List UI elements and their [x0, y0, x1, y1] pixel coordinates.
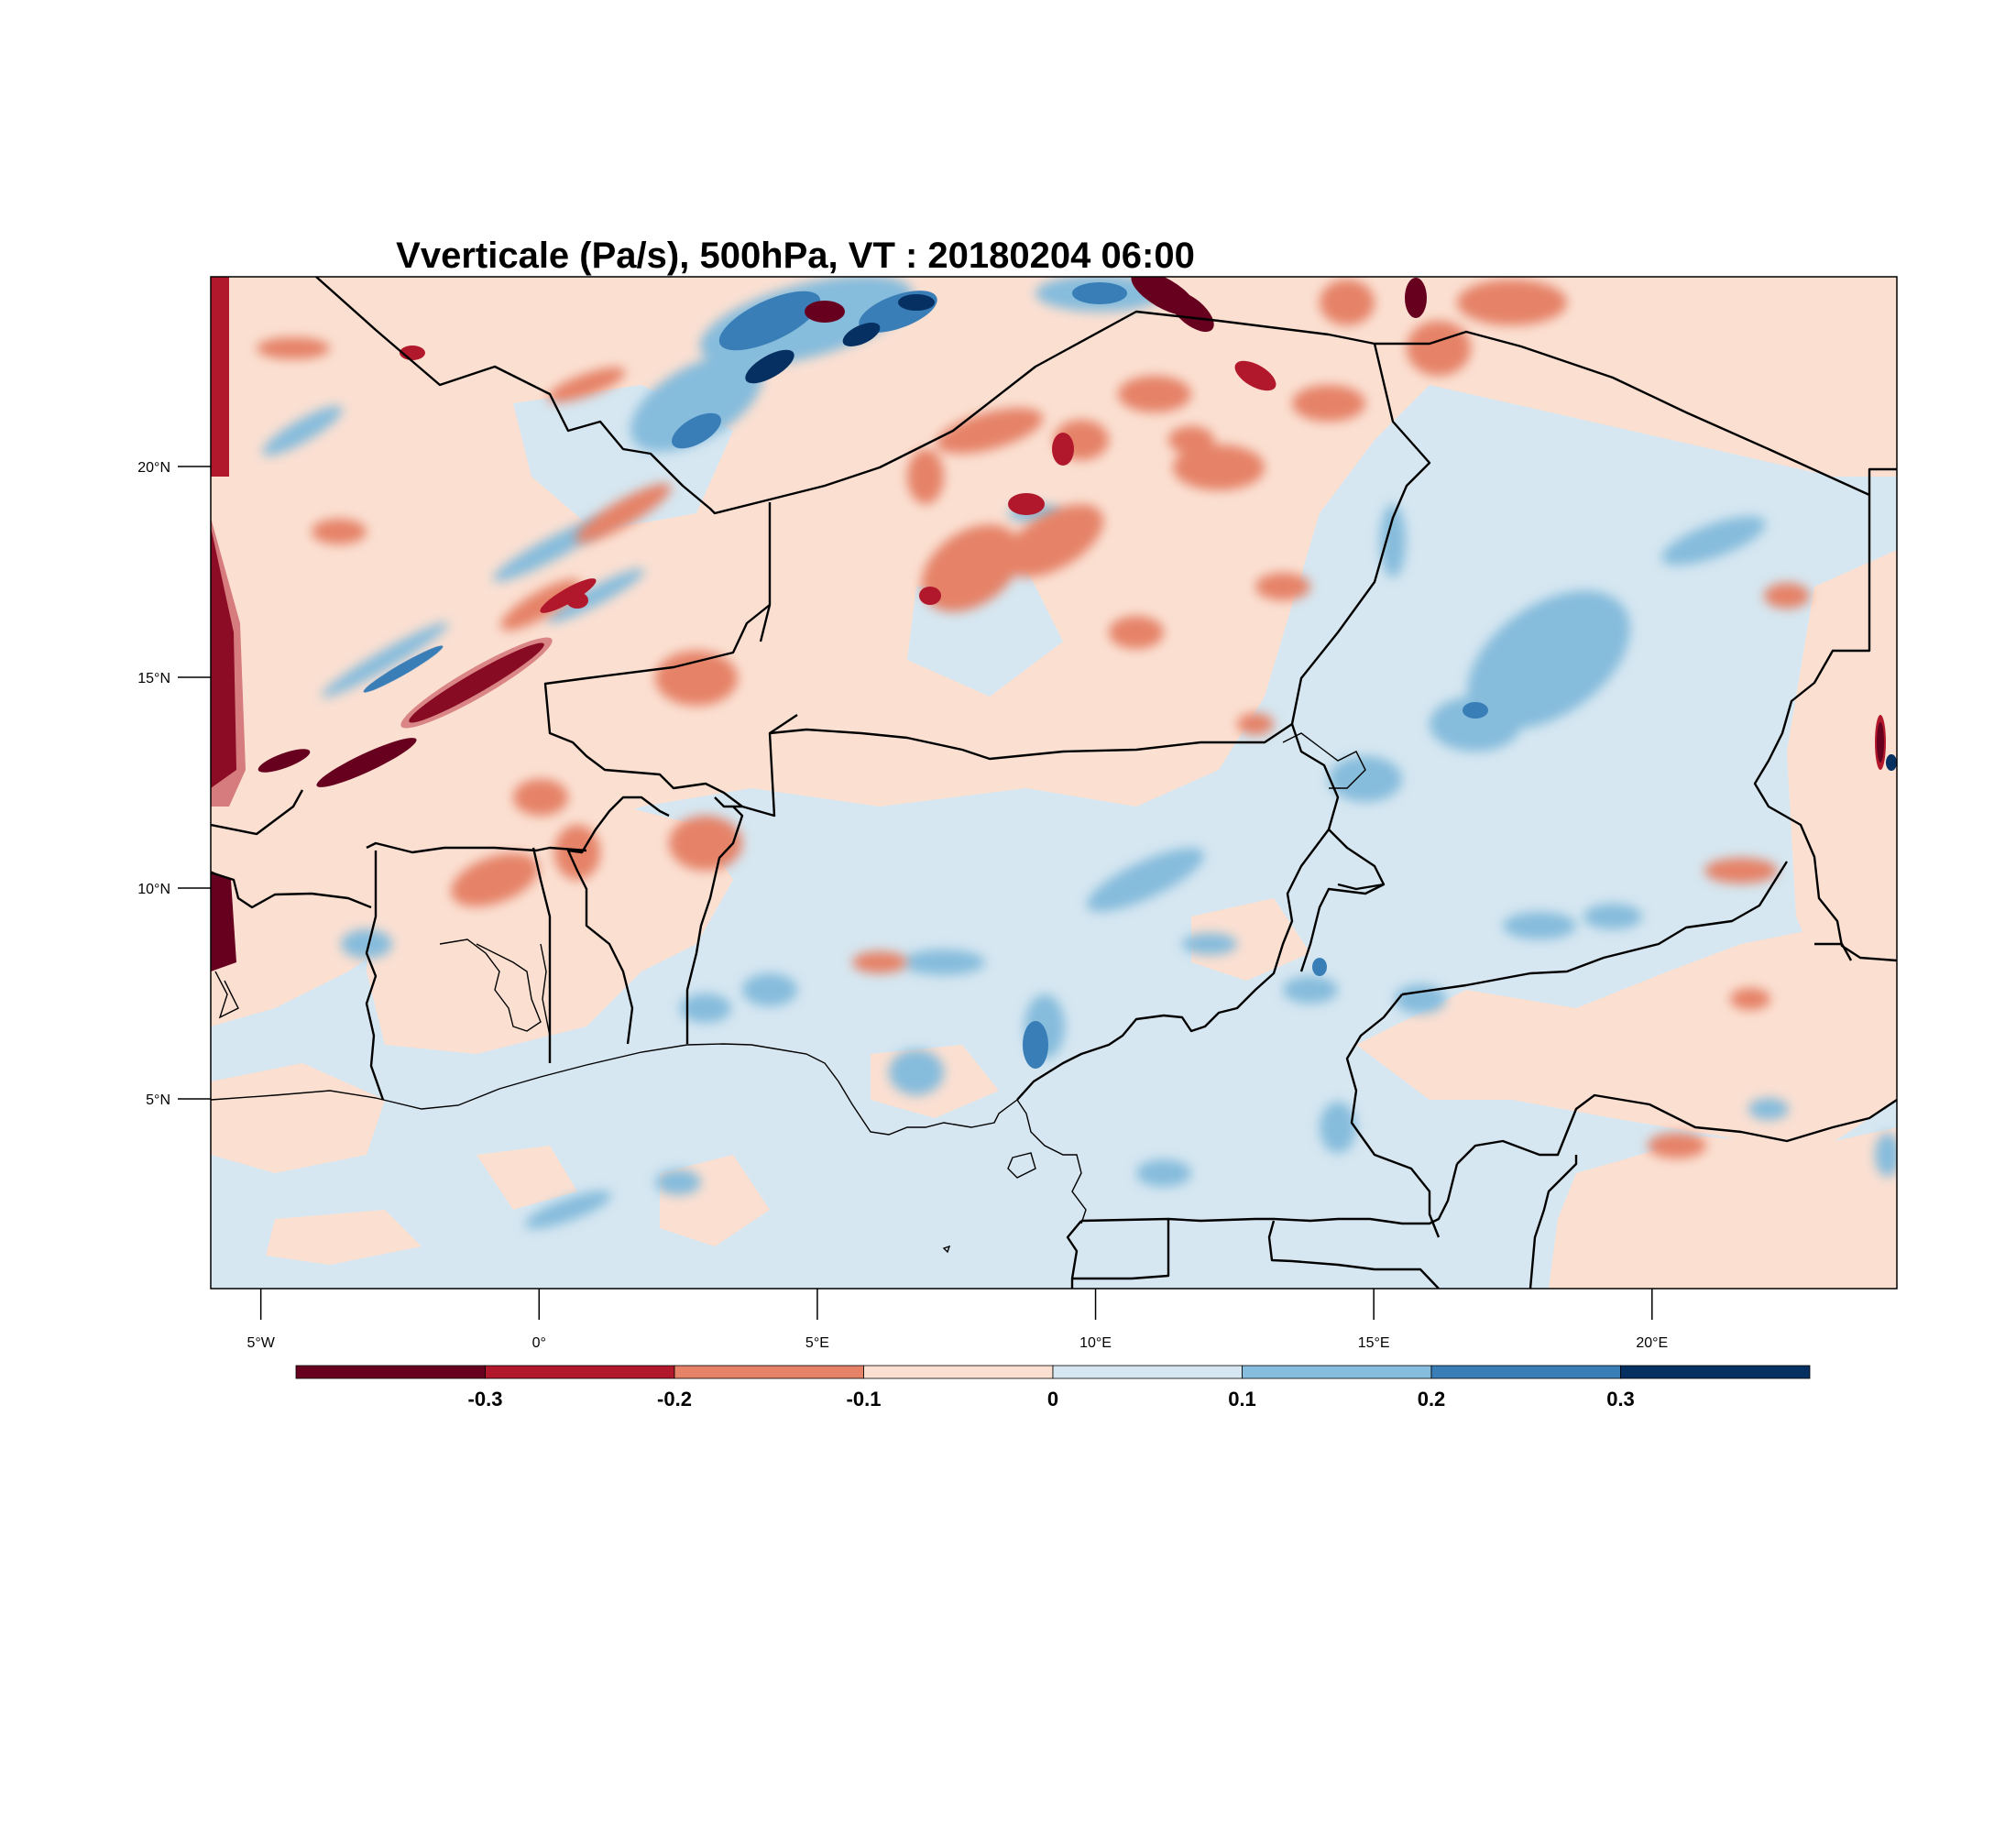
- map-panel: [211, 277, 1897, 1289]
- colorbar-swatch: [1242, 1365, 1432, 1379]
- colorbar-swatch: [1430, 1365, 1621, 1379]
- lat-tick-label: 20°N: [137, 460, 170, 476]
- colorbar-label: -0.1: [847, 1388, 882, 1410]
- colorbar-label: 0: [1047, 1388, 1058, 1410]
- strong-descent-cells: [211, 277, 1886, 971]
- lon-tick-label: 5°E: [805, 1335, 829, 1351]
- colorbar-swatch: [1620, 1365, 1811, 1379]
- colorbar-swatch: [485, 1365, 675, 1379]
- colorbar-label: 0.3: [1606, 1388, 1635, 1410]
- colorbar-swatch: [863, 1365, 1054, 1379]
- latitude-axis: 5°N 10°N 15°N 20°N: [137, 460, 211, 1108]
- lon-tick-label: 10°E: [1079, 1335, 1112, 1351]
- map-frame: [210, 276, 1898, 1290]
- lon-tick-label: 20°E: [1636, 1335, 1668, 1351]
- colorbar-label: -0.2: [657, 1388, 692, 1410]
- coastlines: [211, 732, 1366, 1254]
- colorbar-label: -0.3: [468, 1388, 503, 1410]
- colorbar-label: 0.2: [1418, 1388, 1446, 1410]
- map-title: Vverticale (Pa/s), 500hPa, VT : 20180204…: [396, 236, 1195, 276]
- lat-tick-label: 10°N: [137, 882, 170, 897]
- lat-tick-label: 5°N: [146, 1092, 170, 1108]
- colorbar: -0.3 -0.2 -0.1 0 0.1 0.2 0.3: [295, 1365, 1811, 1410]
- colorbar-swatch: [1052, 1365, 1243, 1379]
- longitude-axis: 5°W 0° 5°E 10°E 15°E 20°E: [247, 1289, 1668, 1351]
- lon-tick-label: 5°W: [247, 1335, 275, 1351]
- colorbar-swatch: [295, 1365, 486, 1379]
- colorbar-swatch: [674, 1365, 864, 1379]
- country-borders: [211, 277, 1897, 1289]
- strong-ascent-cells: [363, 282, 1897, 1069]
- lat-tick-label: 15°N: [137, 671, 170, 686]
- moderate-descent-cells: [257, 280, 1810, 1158]
- lon-tick-label: 0°: [532, 1335, 546, 1351]
- lon-tick-label: 15°E: [1358, 1335, 1390, 1351]
- colorbar-label: 0.1: [1228, 1388, 1256, 1410]
